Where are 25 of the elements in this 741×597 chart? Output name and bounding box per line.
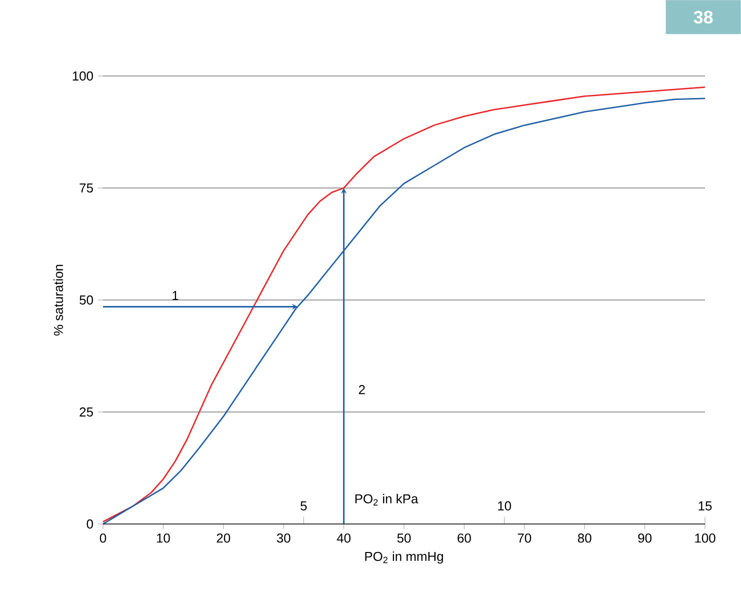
x2-tick-label: 15 (698, 501, 712, 510)
x-tick-label: 100 (695, 533, 716, 543)
x-tick-label: 10 (156, 533, 170, 543)
annotation: 2 (358, 385, 365, 394)
x-tick-label: 40 (336, 533, 351, 543)
x-tick-label: 20 (216, 533, 230, 543)
x-tick-label: 60 (458, 533, 471, 543)
text: 38 (694, 10, 713, 24)
y-axis-title: % saturation (54, 264, 64, 336)
x-tick-label: 0 (100, 533, 106, 543)
x-tick-label: 80 (578, 533, 592, 543)
y-tick-label: 100 (72, 71, 93, 81)
x-tick-label: 90 (638, 533, 652, 543)
x2-tick-label: 5 (300, 501, 307, 510)
y-tick-label: 0 (86, 519, 93, 529)
x2-axis-title: PO$_{2}$ in kPa (355, 494, 418, 506)
y-tick-label: 25 (80, 407, 93, 417)
x-tick-label: 30 (276, 533, 290, 543)
x-axis-title: PO$_{2}$ in mmHg (365, 551, 443, 564)
annotation: 1 (172, 291, 178, 300)
y-tick-label: 50 (80, 295, 93, 305)
y-tick-label: 75 (80, 183, 93, 192)
x2-tick-label: 10 (498, 501, 512, 510)
x-tick-label: 70 (518, 533, 532, 543)
x-tick-label: 50 (397, 533, 411, 543)
